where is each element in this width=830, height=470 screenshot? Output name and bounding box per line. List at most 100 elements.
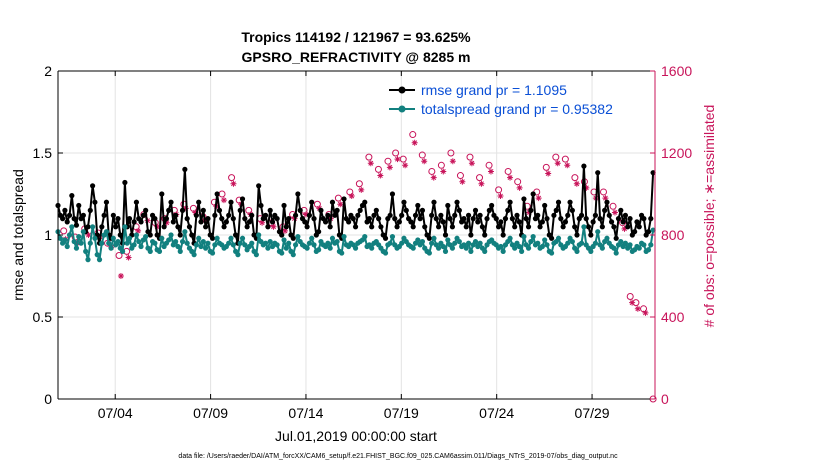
rmse-point [62,207,68,213]
rmse-point [152,216,158,222]
rmse-point [101,212,107,218]
totalspread-point [290,252,296,258]
rmse-point [346,219,352,225]
obs-possible-point [334,194,342,202]
totalspread-point [339,250,345,256]
rmse-point [486,207,492,213]
obs-possible-point [626,293,634,300]
totalspread-point [131,242,137,248]
totalspread-point [549,250,555,256]
rmse-point [592,212,599,218]
rmse-point [641,216,647,222]
rmse-point [544,216,550,222]
totalspread-point [362,234,368,240]
rmse-point [341,196,347,202]
totalspread-point [389,234,396,240]
rmse-point [447,216,453,222]
totalspread-point [80,229,86,235]
rmse-point [297,207,303,213]
obs-assimilated-point [468,160,475,167]
rmse-point [625,224,631,230]
rmse-point [327,224,333,230]
rmse-point [92,199,98,205]
totalspread-point [627,242,633,248]
rmse-point [182,166,188,172]
rmse-point [177,232,183,238]
totalspread-point [69,224,75,230]
rmse-point [258,202,264,209]
rmse-point [636,224,642,230]
rmse-point [419,207,426,213]
rmse-point [505,207,511,213]
obs-assimilated-point [394,156,401,163]
y-axis-right-label: # of obs: o=possible; ∗=assimilated [701,105,717,328]
chart-title-line2: GPSRO_REFRACTIVITY @ 8285 m [242,49,471,65]
rmse-point [484,216,490,222]
totalspread-point [78,240,84,246]
totalspread-point [622,240,629,246]
totalspread-point [235,252,241,258]
rmse-point [376,216,382,222]
totalspread-point [106,240,112,246]
rmse-point [249,212,255,218]
totalspread-point [581,224,587,230]
totalspread-point [311,242,317,248]
rmse-point [382,235,389,241]
obs-possible-point [392,149,400,157]
obs-assimilated-point [516,184,523,191]
y-left-tick-label: 1.5 [33,145,53,161]
totalspread-point [645,247,652,253]
rmse-point [495,224,502,230]
rmse-point [131,219,137,225]
obs-possible-point [418,151,426,159]
rmse-point [85,224,91,230]
totalspread-point [138,243,144,250]
rmse-point [256,183,262,189]
rmse-point [369,224,375,230]
obs-assimilated-point [348,193,355,200]
totalspread-point [99,240,105,246]
totalspread-point [205,240,211,246]
rmse-point [560,224,566,230]
y-right-tick-label: 1600 [661,63,692,79]
totalspread-point [94,252,100,258]
rmse-point [620,219,626,225]
rmse-point [73,222,80,228]
obs-possible-point [189,204,197,212]
obs-assimilated-point [302,211,309,218]
rmse-point [122,179,128,186]
rmse-point [611,224,617,230]
obs-assimilated-point [154,223,161,230]
totalspread-point [177,248,183,254]
obs-assimilated-point [602,195,609,202]
rmse-point [578,212,585,218]
rmse-point [648,216,654,222]
rmse-point [373,207,379,213]
rmse-point [219,216,225,222]
totalspread-point [410,245,416,251]
obs-assimilated-point [270,223,277,230]
rmse-point [126,216,133,222]
rmse-point [429,212,435,218]
totalspread-point [168,232,174,238]
rmse-point [295,191,301,197]
totalspread-point [399,240,405,246]
rmse-point [352,224,359,230]
rmse-point [216,207,223,213]
rmse-point [498,219,504,225]
obs-possible-point [600,188,608,196]
rmse-point [479,224,486,230]
x-tick-label: 07/04 [98,405,133,421]
rmse-point [551,212,557,218]
totalspread-point [445,237,451,243]
totalspread-point [279,250,285,256]
obs-possible-point [495,186,503,194]
rmse-point [322,219,329,225]
rmse-point [572,224,578,230]
totalspread-point [429,240,435,246]
rmse-point [585,224,592,230]
rmse-point [521,196,527,202]
obs-assimilated-point [611,209,618,216]
rmse-point [606,212,612,218]
rmse-point [539,219,545,225]
